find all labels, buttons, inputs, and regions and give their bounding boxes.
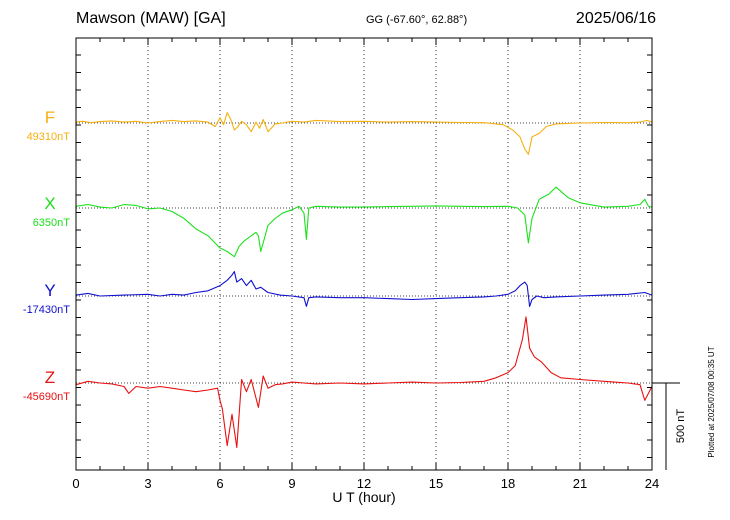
series-line-z [75, 316, 653, 448]
scale-bar: 500 nT [652, 382, 687, 470]
series-line-f [75, 112, 653, 155]
series-name-x: X [44, 194, 55, 213]
grid [147, 38, 581, 470]
series-name-y: Y [44, 281, 55, 300]
x-tick-label: 3 [144, 476, 151, 491]
coordinates-label: GG (-67.60°, 62.88°) [366, 14, 468, 26]
x-tick-label: 0 [72, 476, 79, 491]
series-layer [75, 112, 653, 448]
date-label: 2025/06/16 [575, 10, 656, 27]
scale-bar-label: 500 nT [675, 409, 687, 444]
station-title: Mawson (MAW) [GA] [76, 10, 226, 27]
x-tick-label: 18 [501, 476, 515, 491]
series-line-y [75, 271, 653, 307]
series-baseline-x: 6350nT [33, 217, 71, 229]
series-name-z: Z [45, 368, 55, 387]
x-tick-label: 24 [645, 476, 659, 491]
x-axis-label: U T (hour) [332, 489, 395, 505]
series-line-x [75, 186, 653, 258]
series-baseline-f: 49310nT [27, 131, 71, 143]
plotted-at-note: Plotted at 2025/07/08 00:35 UT [707, 346, 716, 457]
x-tick-label: 12 [357, 476, 371, 491]
x-tick-label: 6 [216, 476, 223, 491]
series-baseline-y: -17430nT [23, 304, 70, 316]
x-tick-label: 21 [573, 476, 587, 491]
x-axis: 0 3 6 9 12 15 18 21 24 [72, 38, 659, 491]
x-tick-label: 15 [429, 476, 443, 491]
x-tick-label: 9 [288, 476, 295, 491]
series-name-f: F [45, 108, 55, 127]
series-labels: F 49310nT X 6350nT Y -17430nT Z -45690nT [23, 108, 70, 403]
series-baseline-z: -45690nT [23, 391, 70, 403]
